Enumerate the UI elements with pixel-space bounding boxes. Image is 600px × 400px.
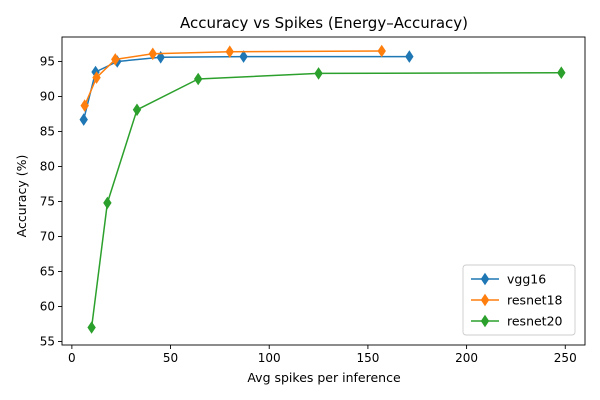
x-tick-label: 0: [68, 351, 76, 365]
y-tick-label: 80: [40, 160, 55, 174]
data-point-resnet18-4: [225, 45, 234, 59]
series-resnet18: [80, 44, 386, 112]
y-tick-label: 60: [40, 300, 55, 314]
x-tick-label: 150: [356, 351, 379, 365]
y-tick-label: 90: [40, 90, 55, 104]
y-tick-label: 95: [40, 55, 55, 69]
data-point-vgg16-4: [239, 50, 248, 63]
legend-box: [462, 264, 576, 336]
legend-marker-resnet18: [480, 293, 490, 307]
data-point-resnet18-2: [111, 53, 120, 66]
x-tick-label: 100: [258, 351, 281, 365]
data-point-resnet20-2: [132, 103, 142, 117]
data-point-resnet18-3: [148, 47, 157, 61]
series-vgg16: [79, 50, 414, 126]
x-tick-label: 200: [455, 351, 478, 365]
legend-item-resnet20: resnet20: [471, 314, 563, 329]
series-line-vgg16: [82, 55, 410, 120]
x-tick-label: 250: [554, 351, 577, 365]
data-point-vgg16-0: [79, 113, 88, 126]
data-point-resnet20-3: [193, 72, 203, 86]
legend-marker-resnet20: [480, 314, 490, 328]
y-tick-label: 75: [40, 195, 55, 209]
data-point-resnet18-5: [377, 44, 386, 58]
data-point-resnet20-5: [557, 66, 566, 80]
data-point-vgg16-3: [156, 50, 165, 64]
legend: vgg16 resnet18 resnet20: [462, 264, 576, 336]
legend-label-resnet18: resnet18: [507, 293, 563, 308]
data-point-resnet20-4: [314, 67, 323, 80]
y-tick-label: 65: [40, 265, 55, 279]
data-point-resnet18-0: [80, 99, 89, 112]
y-tick-label: 70: [40, 230, 55, 244]
data-point-resnet20-0: [87, 321, 96, 334]
plot-area: 0 50 100 150 200 250 55 60 65 70 75 80 85 90 95: [40, 36, 586, 365]
x-axis-label: Avg spikes per inference: [247, 370, 401, 385]
legend-marker-vgg16: [480, 272, 490, 286]
data-point-vgg16-5: [405, 50, 414, 63]
series-line-resnet20: [90, 71, 562, 328]
series-resnet20: [87, 66, 566, 334]
axes-frame: [61, 36, 586, 346]
series-line-resnet18: [84, 50, 382, 106]
y-tick-label: 85: [40, 125, 55, 139]
x-tick-label: 50: [163, 351, 178, 365]
legend-item-vgg16: vgg16: [471, 272, 546, 287]
chart-title: Accuracy vs Spikes (Energy–Accuracy): [180, 14, 468, 32]
legend-label-resnet20: resnet20: [507, 314, 563, 329]
legend-label-vgg16: vgg16: [507, 272, 546, 287]
legend-item-resnet18: resnet18: [471, 293, 563, 308]
data-point-resnet20-1: [103, 196, 112, 210]
y-tick-label: 55: [40, 335, 55, 349]
y-axis-label: Accuracy (%): [14, 155, 29, 238]
data-point-resnet18-1: [92, 71, 101, 84]
